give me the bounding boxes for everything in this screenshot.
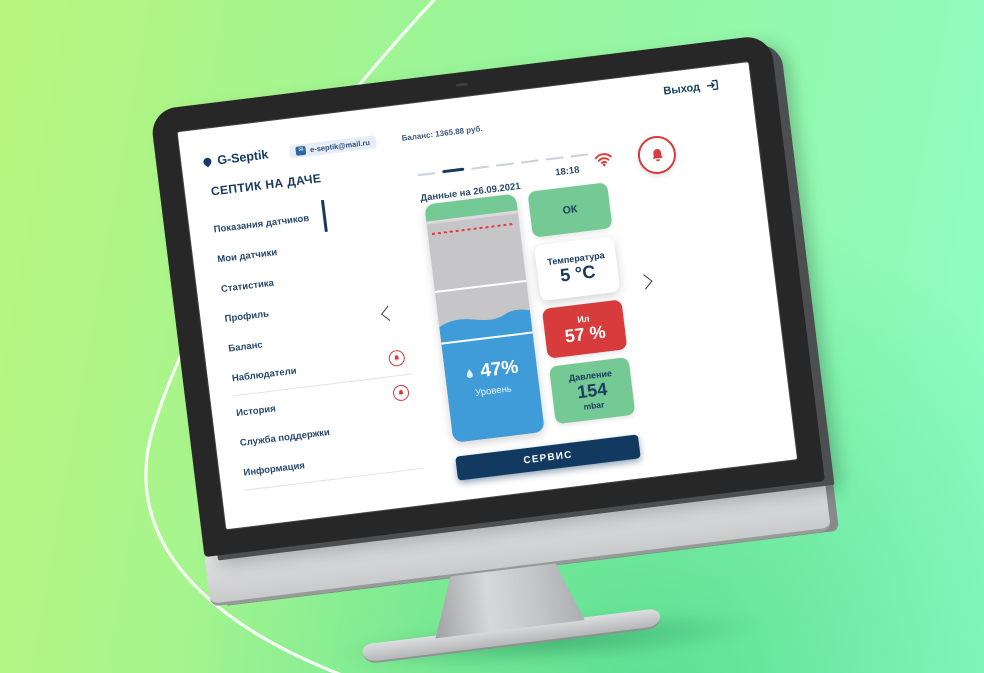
logout-label: Выход xyxy=(662,80,701,98)
monitor-bezel: Выход G-Septik ✉ e-septik@mail.ru Баланс… xyxy=(149,34,825,558)
logout-button[interactable]: Выход xyxy=(663,78,720,98)
active-item-indicator xyxy=(320,199,328,233)
app-screen: Выход G-Septik ✉ e-septik@mail.ru Баланс… xyxy=(177,62,798,530)
balance-text: Баланс: 1365.88 руб. xyxy=(401,123,483,143)
pressure-unit: mbar xyxy=(583,399,605,413)
alert-bell-icon xyxy=(387,349,406,368)
bell-icon xyxy=(652,148,663,161)
carousel-dash[interactable] xyxy=(471,165,490,170)
monitor-camera xyxy=(455,82,468,87)
wifi-alert-icon xyxy=(593,150,614,172)
temperature-card: Температура 5 °C xyxy=(534,235,621,302)
exit-icon xyxy=(706,79,719,91)
sidebar-item-label: Мои датчики xyxy=(216,246,278,265)
sidebar-item-label: Информация xyxy=(242,459,306,479)
water-section-line xyxy=(441,331,533,345)
page-title: СЕПТИК НА ДАЧЕ xyxy=(210,171,323,199)
level-value: 47% xyxy=(479,356,520,383)
water-drop-icon xyxy=(467,368,474,378)
sidebar-item-label: Показания датчиков xyxy=(213,212,310,235)
sidebar-item-label: Баланс xyxy=(227,338,264,355)
sludge-value: 57 % xyxy=(563,321,607,347)
temperature-value: 5 °C xyxy=(559,261,597,286)
carousel-dash[interactable] xyxy=(570,152,589,158)
carousel-next-button[interactable] xyxy=(637,274,653,290)
sidebar-item-label: Служба поддержки xyxy=(239,426,331,449)
carousel-dash[interactable] xyxy=(520,158,539,164)
sidebar-menu: Показания датчиков Мои датчики Статистик… xyxy=(210,193,425,491)
tank-visualization: 47% Уровень xyxy=(424,193,545,443)
carousel-dash[interactable] xyxy=(545,155,564,161)
alert-bell-icon xyxy=(392,384,410,402)
carousel-dash[interactable] xyxy=(417,171,436,176)
sidebar-item-label: Статистика xyxy=(220,277,275,295)
monitor: Выход G-Septik ✉ e-septik@mail.ru Баланс… xyxy=(149,34,841,673)
max-level-dashed-line xyxy=(431,222,516,235)
water-wave xyxy=(439,309,532,331)
sidebar-item-label: Наблюдатели xyxy=(231,365,298,384)
sidebar-item-label: Профиль xyxy=(224,307,270,325)
sludge-card: Ил 57 % xyxy=(541,299,628,359)
header-brand-row: G-Septik ✉ e-septik@mail.ru Баланс: 1365… xyxy=(201,121,484,169)
email-chip[interactable]: ✉ e-septik@mail.ru xyxy=(289,134,377,159)
sidebar: СЕПТИК НА ДАЧЕ Показания датчиков Мои да… xyxy=(206,163,425,493)
service-button[interactable]: СЕРВИС xyxy=(455,434,641,481)
email-icon: ✉ xyxy=(295,145,307,156)
brand-name: G-Septik xyxy=(216,147,270,168)
time-label: 18:18 xyxy=(554,164,581,179)
tank-water: 47% Уровень xyxy=(439,318,545,443)
pressure-card: Давление 154 mbar xyxy=(548,356,636,425)
status-value: ОК xyxy=(562,203,578,217)
brand-logo-icon xyxy=(201,156,214,168)
sidebar-item-label: История xyxy=(235,402,277,419)
notifications-bell-button[interactable] xyxy=(635,133,679,177)
email-text: e-septik@mail.ru xyxy=(309,137,371,154)
tank-section-line xyxy=(434,279,527,294)
status-card-ok: ОК xyxy=(527,182,613,238)
carousel-dash-active[interactable] xyxy=(442,167,465,174)
carousel-dash[interactable] xyxy=(495,161,514,167)
status-cards: ОК Температура 5 °C Ил 57 % Давление 154… xyxy=(527,182,636,425)
